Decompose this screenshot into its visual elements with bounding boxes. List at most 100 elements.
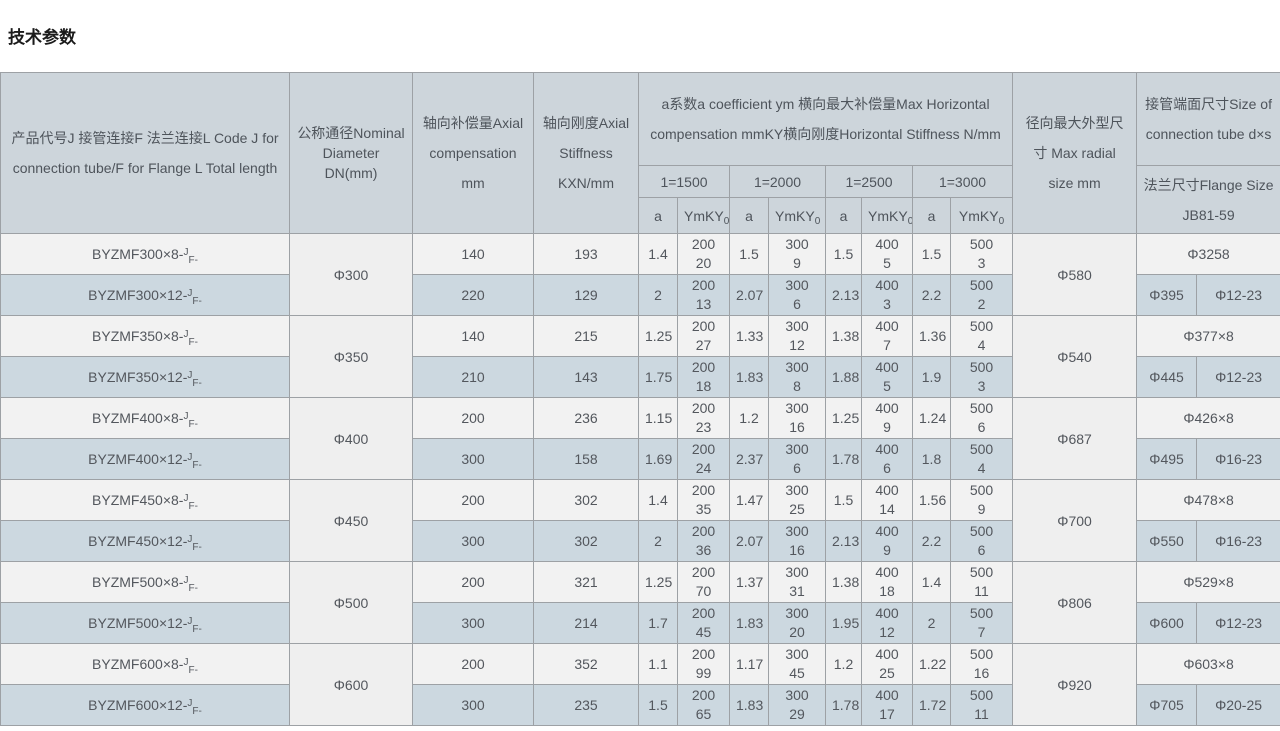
- ky-value: 16: [789, 419, 805, 435]
- product-code-base: BYZMF600×8-: [92, 656, 184, 672]
- ym-value: 500: [969, 646, 994, 662]
- ym-value: 400: [875, 359, 899, 375]
- product-code-subscript: F-: [188, 501, 198, 512]
- a-coefficient-cell: 1.5: [912, 233, 951, 275]
- a-coefficient-cell: 2.07: [729, 274, 769, 316]
- ky-value: 65: [695, 706, 712, 722]
- a-coefficient-cell: 2.07: [729, 520, 769, 562]
- ky-value: 18: [879, 583, 895, 599]
- col-header-connection-tube-size: 接管端面尺寸Size of connection tube d×s: [1136, 72, 1280, 166]
- flange-bolt-cell: Φ12-23: [1196, 602, 1280, 644]
- a-coefficient-cell: 2.2: [912, 274, 951, 316]
- ym-value: 500: [969, 236, 994, 252]
- ky-value: 12: [879, 624, 895, 640]
- connection-tube-size-cell: Φ377×8: [1136, 315, 1280, 357]
- flange-bolt-cell: Φ20-25: [1196, 684, 1280, 726]
- ymky-label: YmKY: [868, 207, 908, 224]
- col-header-horizontal-group: a系数a coefficient ym 横向最大补偿量Max Horizonta…: [637, 72, 1014, 166]
- table-row: BYZMF400×8-JF- Φ400 200 236 1.15 200 23 1.2 300 1…: [0, 397, 1280, 480]
- product-code-cell: BYZMF450×12-JF-: [0, 520, 290, 562]
- ky-value: 25: [879, 665, 895, 681]
- ym-value: 300: [785, 400, 809, 416]
- table-body: BYZMF300×8-JF- Φ300 140 193 1.4 200 20 1.5 300 9 1…: [0, 233, 1280, 726]
- ky-value: 6: [977, 542, 986, 558]
- a-coefficient-cell: 1.83: [729, 602, 769, 644]
- a-coefficient-cell: 1.15: [638, 397, 678, 439]
- ky-value: 29: [789, 706, 805, 722]
- ky-value: 70: [695, 583, 712, 599]
- ymky-cell: 200 35: [677, 479, 730, 521]
- ymky-cell: 500 9: [949, 479, 1014, 521]
- axial-compensation-cell: 140: [412, 233, 534, 275]
- ymky-cell: 300 6: [768, 438, 826, 480]
- nominal-diameter-cell: Φ400: [289, 397, 413, 480]
- a-coefficient-cell: 1.25: [825, 397, 862, 439]
- a-coefficient-cell: 2: [638, 274, 678, 316]
- col-header-length-3000: 1=3000: [911, 165, 1014, 198]
- col-header-ymky-1: YmKY0: [677, 197, 730, 234]
- ky-value: 7: [977, 624, 986, 640]
- a-coefficient-cell: 2: [912, 602, 951, 644]
- nominal-diameter-cell: Φ350: [289, 315, 413, 398]
- axial-compensation-cell: 200: [412, 561, 534, 603]
- product-code-subscript: F-: [192, 460, 202, 471]
- ym-value: 300: [785, 318, 809, 334]
- a-coefficient-cell: 1.72: [912, 684, 951, 726]
- ym-value: 200: [691, 482, 716, 498]
- ky-value: 27: [695, 337, 712, 353]
- ym-value: 300: [785, 605, 809, 621]
- ymky-subscript: 0: [998, 215, 1005, 227]
- ym-value: 200: [691, 646, 716, 662]
- col-header-a-3: a: [825, 197, 862, 234]
- product-code-base: BYZMF350×8-: [92, 328, 184, 344]
- flange-bolt-cell: Φ16-23: [1196, 438, 1280, 480]
- ymky-cell: 500 11: [949, 561, 1014, 603]
- ky-value: 5: [883, 378, 891, 394]
- axial-stiffness-cell: 302: [533, 479, 639, 521]
- axial-stiffness-cell: 158: [533, 438, 639, 480]
- ymky-cell: 500 16: [949, 643, 1014, 685]
- product-code-base: BYZMF500×12-: [88, 615, 188, 631]
- ky-value: 3: [977, 378, 986, 394]
- ky-value: 11: [974, 583, 989, 599]
- ky-value: 20: [695, 255, 712, 271]
- ymky-cell: 500 4: [949, 315, 1014, 357]
- a-coefficient-cell: 1.38: [825, 561, 862, 603]
- ky-value: 14: [879, 501, 895, 517]
- page: 技术参数 产品代号J 接管连接F 法兰连接L Code J for connec…: [0, 26, 1280, 726]
- ymky-cell: 300 16: [768, 397, 826, 439]
- product-code-base: BYZMF450×8-: [92, 492, 184, 508]
- ymky-cell: 200 45: [677, 602, 730, 644]
- ymky-cell: 500 6: [949, 520, 1014, 562]
- ym-value: 200: [691, 359, 716, 375]
- ky-value: 36: [695, 542, 712, 558]
- product-code-superscript: J: [187, 288, 193, 299]
- table-row: BYZMF300×12-JF- 220 129 2 200 13 2.07 300 6 2.13 4…: [0, 274, 1280, 316]
- flange-diameter-cell: Φ705: [1136, 684, 1198, 726]
- ymky-cell: 400 5: [861, 233, 913, 275]
- a-coefficient-cell: 1.4: [638, 233, 678, 275]
- table-row: BYZMF500×8-JF- Φ500 200 321 1.25 200 70 1.37 300…: [0, 561, 1280, 644]
- axial-stiffness-cell: 193: [533, 233, 639, 275]
- ky-value: 6: [793, 296, 801, 312]
- a-coefficient-cell: 2.37: [729, 438, 769, 480]
- product-code-superscript: J: [187, 370, 193, 381]
- col-header-axial-compensation: 轴向补偿量Axial compensation mm: [412, 72, 534, 234]
- flange-diameter-cell: Φ495: [1136, 438, 1198, 480]
- header-row-main: 产品代号J 接管连接F 法兰连接L Code J for connection …: [0, 72, 1280, 234]
- ymky-cell: 300 16: [768, 520, 826, 562]
- ym-value: 500: [969, 277, 994, 293]
- nominal-diameter-cell: Φ600: [289, 643, 413, 726]
- a-coefficient-cell: 1.56: [912, 479, 951, 521]
- ym-value: 300: [785, 236, 809, 252]
- product-code-base: BYZMF350×12-: [88, 369, 188, 385]
- ymky-cell: 200 18: [677, 356, 730, 398]
- ymky-cell: 300 31: [768, 561, 826, 603]
- col-header-ymky-4: YmKY0: [949, 197, 1014, 234]
- flange-bolt-cell: Φ12-23: [1196, 274, 1280, 316]
- a-coefficient-cell: 1.47: [729, 479, 769, 521]
- col-header-a-4: a: [912, 197, 951, 234]
- ymky-cell: 200 99: [677, 643, 730, 685]
- product-code-subscript: F-: [192, 296, 202, 307]
- ymky-cell: 400 12: [861, 602, 913, 644]
